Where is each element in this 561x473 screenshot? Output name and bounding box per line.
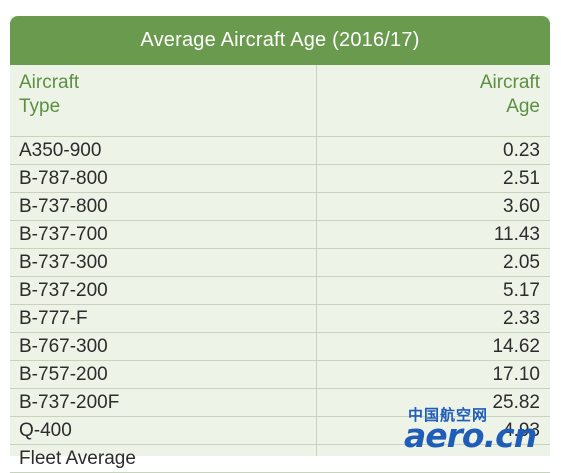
table-row: B-757-200 17.10 xyxy=(10,361,550,389)
table-row: B-767-300 14.62 xyxy=(10,333,550,361)
table-row: B-737-300 2.05 xyxy=(10,249,550,277)
aircraft-type-cell: Q-400 xyxy=(19,420,72,441)
aircraft-age-cell: 2.05 xyxy=(503,252,540,273)
aircraft-type-cell: B-757-200 xyxy=(19,364,108,385)
table-row: B-737-200F 25.82 xyxy=(10,389,550,417)
aircraft-age-cell: 4.93 xyxy=(503,420,540,441)
table-title: Average Aircraft Age (2016/17) xyxy=(10,16,550,65)
aircraft-age-cell: 3.60 xyxy=(503,196,540,217)
table-row: Q-400 4.93 xyxy=(10,417,550,445)
aircraft-age-cell: 25.82 xyxy=(492,392,540,413)
column-divider xyxy=(316,65,317,456)
table-row: B-737-700 11.43 xyxy=(10,221,550,249)
aircraft-type-cell: B-737-700 xyxy=(19,224,108,245)
aircraft-type-cell: Fleet Average xyxy=(19,448,136,469)
aircraft-age-cell: 17.10 xyxy=(492,364,540,385)
aircraft-type-cell: B-737-800 xyxy=(19,196,108,217)
aircraft-type-cell: B-737-300 xyxy=(19,252,108,273)
aircraft-age-cell: 11.43 xyxy=(493,224,540,245)
aircraft-age-cell: 5.17 xyxy=(503,280,540,301)
aero-cn-watermark-logo: 中国航空网 aero.cn xyxy=(404,404,560,455)
aircraft-type-cell: B-737-200F xyxy=(19,392,120,413)
aircraft-age-cell: 0.23 xyxy=(503,140,540,161)
table-row: B-737-200 5.17 xyxy=(10,277,550,305)
aircraft-type-cell: B-777-F xyxy=(19,308,88,329)
aircraft-age-table: Average Aircraft Age (2016/17) Aircraft … xyxy=(10,16,550,473)
header-aircraft-age: Aircraft Age xyxy=(480,71,540,119)
aircraft-type-cell: B-737-200 xyxy=(19,280,108,301)
aircraft-type-cell: B-767-300 xyxy=(19,336,108,357)
table-row: B-787-800 2.51 xyxy=(10,165,550,193)
header-type-line2: Type xyxy=(19,96,61,117)
aircraft-type-cell: B-787-800 xyxy=(19,168,108,189)
header-age-line2: Age xyxy=(506,96,540,117)
watermark-cn-text: 中国航空网 xyxy=(408,406,489,424)
table-row: B-777-F 2.33 xyxy=(10,305,550,333)
header-age-line1: Aircraft xyxy=(479,72,540,93)
aircraft-type-cell: A350-900 xyxy=(19,140,102,161)
aircraft-age-cell: 2.33 xyxy=(503,308,540,329)
table-header-row: Aircraft Type Aircraft Age xyxy=(10,65,550,137)
header-aircraft-type: Aircraft Type xyxy=(19,71,79,119)
table-row: B-737-800 3.60 xyxy=(10,193,550,221)
table-row: A350-900 0.23 xyxy=(10,137,550,165)
watermark-en-text: aero.cn xyxy=(404,416,537,455)
aircraft-age-cell: 14.62 xyxy=(492,336,540,357)
header-type-line1: Aircraft xyxy=(19,72,80,93)
aircraft-age-cell: 2.51 xyxy=(503,168,540,189)
